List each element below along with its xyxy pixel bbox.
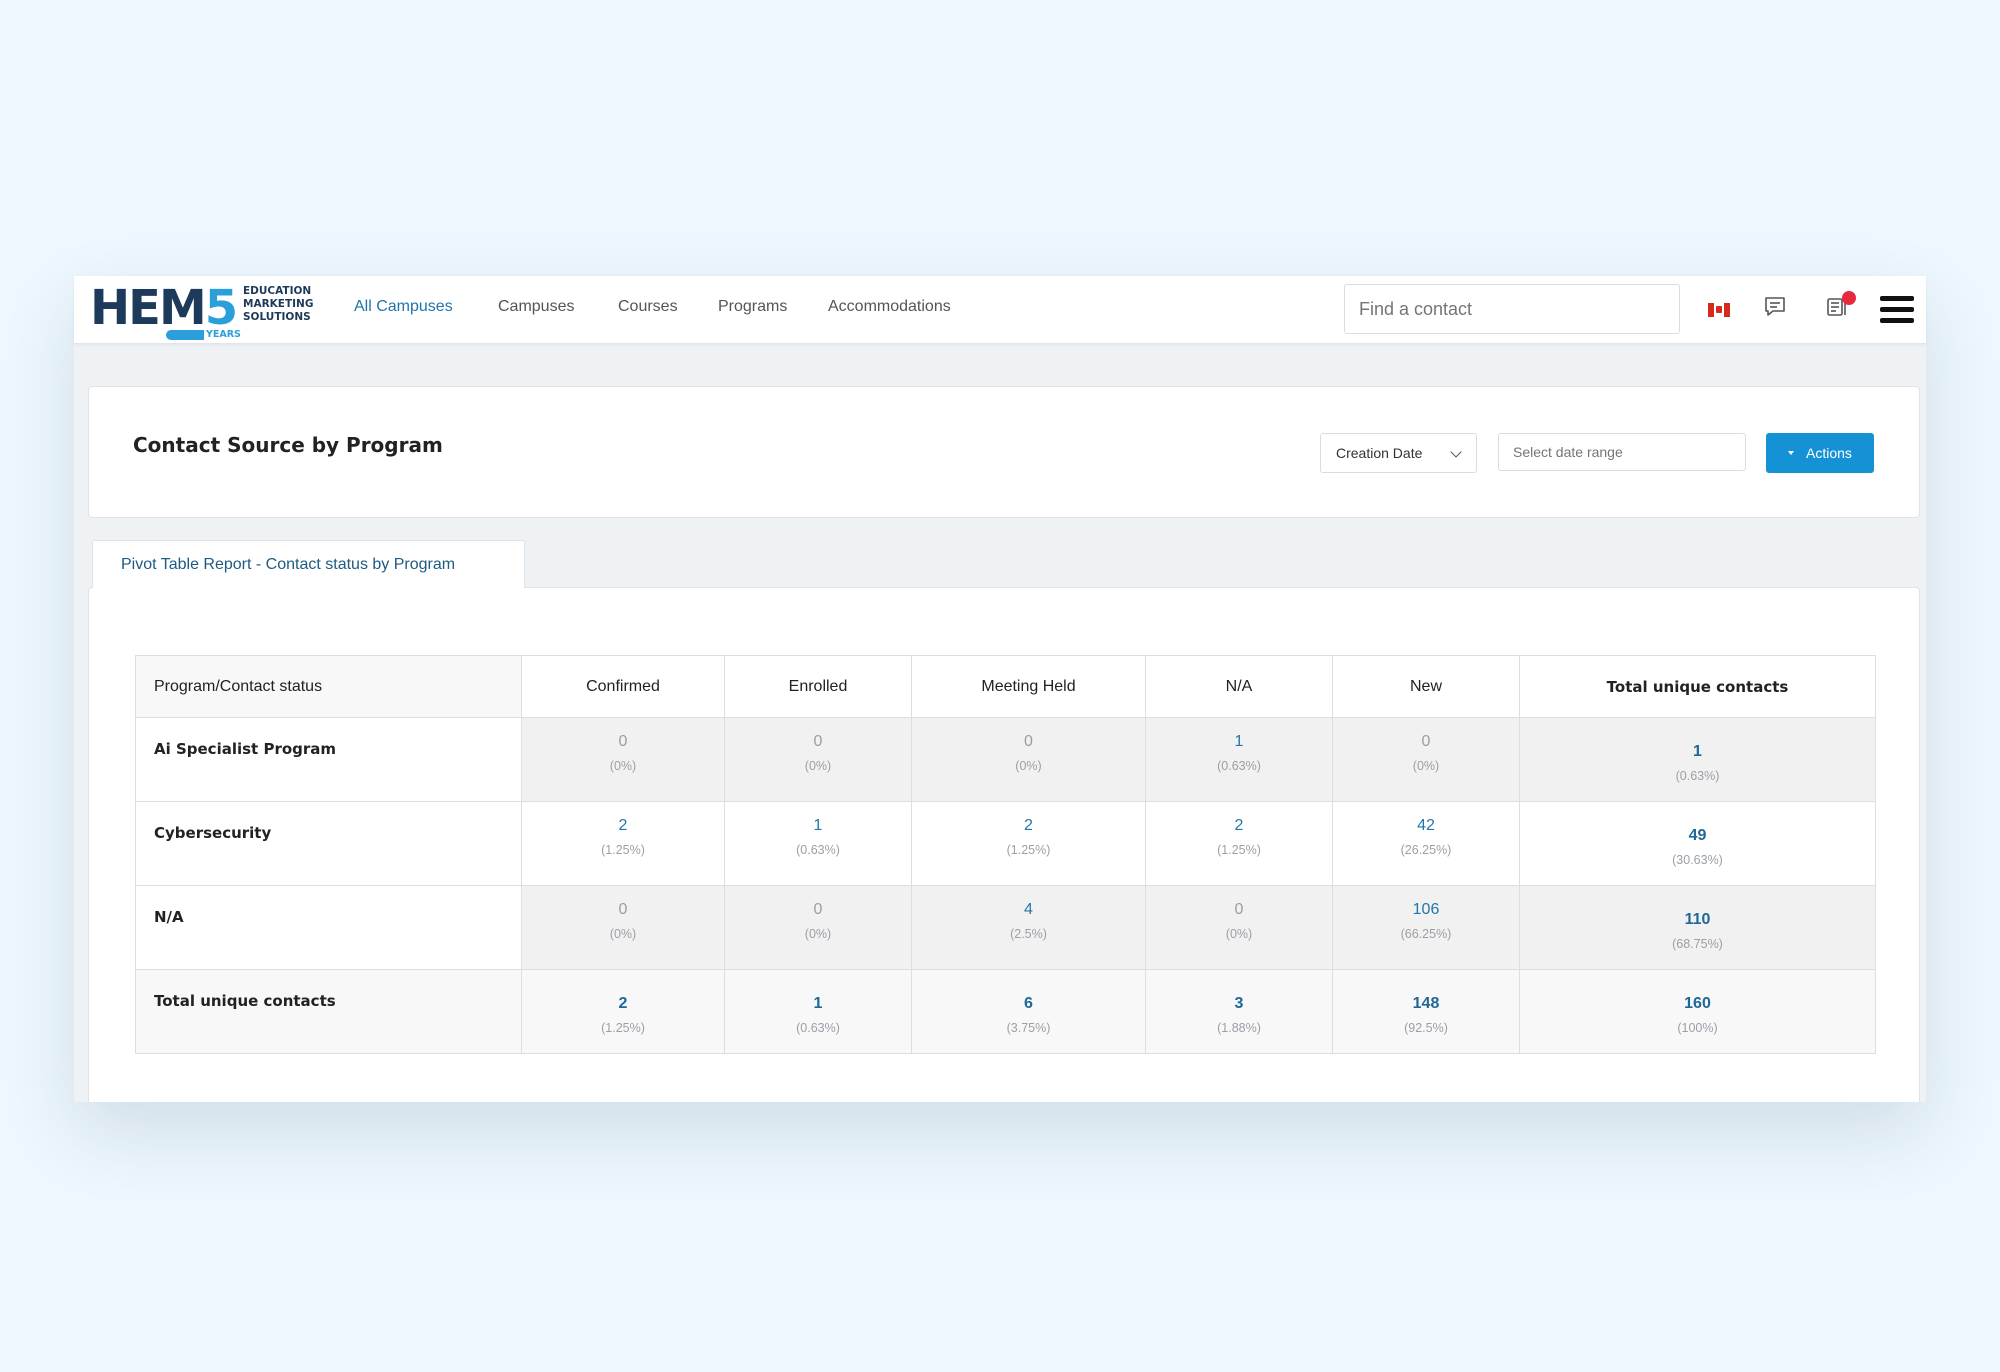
tab-pivot-report[interactable]: Pivot Table Report - Contact status by P…: [92, 540, 525, 588]
table-cell: 0 (0%): [1332, 717, 1520, 802]
logo-years-bar: [166, 330, 238, 340]
row-label: N/A: [135, 885, 522, 970]
hem5-logo[interactable]: HEM5 EDUCATION MARKETING SOLUTIONS YEARS: [90, 280, 322, 341]
actions-button[interactable]: Actions: [1766, 433, 1874, 473]
logo-digit: 5: [204, 280, 238, 336]
column-header: Enrolled: [724, 655, 912, 718]
table-cell[interactable]: 2 (1.25%): [1145, 801, 1333, 886]
canada-flag-icon[interactable]: [1708, 303, 1730, 317]
pivot-table: Program/Contact status Confirmed Enrolle…: [135, 655, 1876, 1054]
column-header-total: Total unique contacts: [1519, 655, 1876, 718]
table-cell[interactable]: 1 (0.63%): [1145, 717, 1333, 802]
row-label: Ai Specialist Program: [135, 717, 522, 802]
notifications-icon[interactable]: [1824, 291, 1856, 322]
top-navbar: HEM5 EDUCATION MARKETING SOLUTIONS YEARS…: [74, 276, 1926, 344]
nav-item-courses[interactable]: Courses: [618, 298, 678, 315]
hamburger-menu-icon[interactable]: [1880, 296, 1914, 324]
table-cell[interactable]: 4 (2.5%): [911, 885, 1146, 970]
date-field-select[interactable]: Creation Date: [1320, 433, 1477, 473]
notification-badge: [1842, 291, 1856, 305]
table-header-row: Program/Contact status Confirmed Enrolle…: [135, 655, 1876, 718]
total-cell[interactable]: 3 (1.88%): [1145, 969, 1333, 1054]
table-cell: 0 (0%): [724, 885, 912, 970]
nav-item-all-campuses[interactable]: All Campuses: [354, 298, 453, 315]
date-range-input[interactable]: [1498, 433, 1746, 471]
logo-text: HEM: [90, 280, 207, 336]
logo-tagline: EDUCATION MARKETING SOLUTIONS: [243, 285, 314, 323]
table-cell: 0 (0%): [521, 717, 725, 802]
nav-item-campuses[interactable]: Campuses: [498, 298, 575, 315]
total-cell[interactable]: 148 (92.5%): [1332, 969, 1520, 1054]
nav-item-programs[interactable]: Programs: [718, 298, 788, 315]
table-cell[interactable]: 1 (0.63%): [724, 801, 912, 886]
table-cell: 0 (0%): [521, 885, 725, 970]
column-header: N/A: [1145, 655, 1333, 718]
table-row: N/A 0 (0%) 0 (0%) 4 (2.5%) 0 (0%) 106 (66.25%…: [135, 885, 1876, 970]
page-title: Contact Source by Program: [133, 433, 443, 457]
table-cell[interactable]: 42 (26.25%): [1332, 801, 1520, 886]
column-header-corner: Program/Contact status: [135, 655, 522, 718]
table-cell: 0 (0%): [724, 717, 912, 802]
nav-item-accommodations[interactable]: Accommodations: [828, 298, 951, 315]
row-label: Cybersecurity: [135, 801, 522, 886]
pivot-table-panel: Program/Contact status Confirmed Enrolle…: [88, 587, 1920, 1102]
table-cell[interactable]: 106 (66.25%): [1332, 885, 1520, 970]
row-total-cell[interactable]: 110 (68.75%): [1519, 885, 1876, 970]
total-cell[interactable]: 1 (0.63%): [724, 969, 912, 1054]
total-cell[interactable]: 2 (1.25%): [521, 969, 725, 1054]
grand-total-cell[interactable]: 160 (100%): [1519, 969, 1876, 1054]
table-cell: 0 (0%): [911, 717, 1146, 802]
table-cell[interactable]: 2 (1.25%): [911, 801, 1146, 886]
column-header: Confirmed: [521, 655, 725, 718]
column-header: New: [1332, 655, 1520, 718]
logo-years-text: YEARS: [204, 329, 243, 341]
table-cell[interactable]: 2 (1.25%): [521, 801, 725, 886]
row-total-cell[interactable]: 49 (30.63%): [1519, 801, 1876, 886]
column-header: Meeting Held: [911, 655, 1146, 718]
table-row: Ai Specialist Program 0 (0%) 0 (0%) 0 (0%) …: [135, 717, 1876, 802]
report-header-card: Contact Source by Program Creation Date …: [88, 386, 1920, 518]
table-cell: 0 (0%): [1145, 885, 1333, 970]
row-total-cell[interactable]: 1 (0.63%): [1519, 717, 1876, 802]
totals-row: Total unique contacts 2 (1.25%) 1 (0.63%) …: [135, 969, 1876, 1054]
app-window: HEM5 EDUCATION MARKETING SOLUTIONS YEARS…: [74, 276, 1926, 1102]
caret-down-icon: [1788, 451, 1794, 455]
total-cell[interactable]: 6 (3.75%): [911, 969, 1146, 1054]
chevron-down-icon: [1450, 446, 1462, 458]
table-row: Cybersecurity 2 (1.25%) 1 (0.63%) 2 (1.25%)…: [135, 801, 1876, 886]
row-label: Total unique contacts: [135, 969, 522, 1054]
chat-icon[interactable]: [1762, 294, 1790, 322]
find-contact-input[interactable]: [1344, 284, 1680, 334]
